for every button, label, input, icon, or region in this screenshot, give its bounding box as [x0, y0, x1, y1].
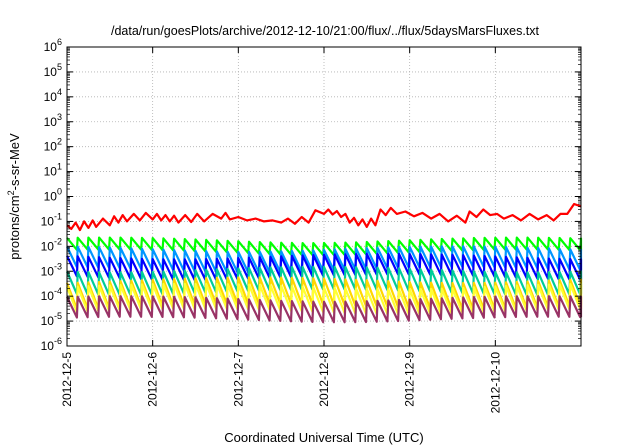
y-tick-label: 106 — [44, 37, 62, 54]
series-line — [66, 202, 582, 232]
y-tick-label-exponent: -1 — [54, 211, 62, 221]
y-tick-label-exponent: -6 — [54, 336, 62, 346]
y-tick-label-base: 10 — [41, 214, 55, 228]
y-tick-label-base: 10 — [41, 339, 55, 353]
y-tick-label-exponent: 6 — [57, 37, 62, 47]
x-tick-label: 2012-12-6 — [146, 352, 160, 407]
series-line — [65, 265, 583, 296]
y-tick-label: 10-2 — [41, 236, 62, 253]
y-tick-label: 10-4 — [41, 286, 62, 303]
series-line — [66, 236, 583, 257]
x-axis-label: Coordinated Universal Time (UTC) — [224, 430, 423, 445]
series-layer — [65, 202, 583, 324]
y-tick-label-exponent: 1 — [57, 162, 62, 172]
y-tick-label-base: 10 — [44, 140, 58, 154]
y-tick-label-base: 10 — [44, 65, 58, 79]
y-tick-label-base: 10 — [41, 239, 55, 253]
y-tick-label-base: 10 — [41, 314, 55, 328]
y-tick-label: 104 — [44, 87, 62, 104]
y-tick-label: 105 — [44, 62, 62, 79]
series-line — [66, 252, 583, 281]
y-tick-label-base: 10 — [44, 90, 58, 104]
x-tick-label: 2012-12-5 — [60, 352, 74, 407]
y-tick-label-base: 10 — [41, 289, 55, 303]
y-tick-label: 100 — [44, 187, 62, 204]
y-tick-label-exponent: -3 — [54, 261, 62, 271]
axis-ticks — [66, 46, 581, 347]
y-tick-label-exponent: -4 — [54, 286, 62, 296]
y-axis-label-superscript: 2 — [6, 190, 16, 195]
y-tick-label-exponent: -5 — [54, 311, 62, 321]
y-tick-label-exponent: 0 — [57, 187, 62, 197]
y-tick-label-base: 10 — [41, 264, 55, 278]
y-tick-label: 10-3 — [41, 261, 62, 278]
y-tick-label: 10-5 — [41, 311, 62, 328]
y-tick-label: 102 — [44, 137, 62, 154]
series-line — [65, 282, 583, 316]
x-tick-label: 2012-12-9 — [403, 352, 417, 407]
y-tick-label: 103 — [44, 112, 62, 129]
y-tick-label-exponent: -2 — [54, 236, 62, 246]
y-axis-label-rest: -s-sr-MeV — [7, 133, 22, 190]
y-tick-label-base: 10 — [44, 115, 58, 129]
x-tick-labels: 2012-12-5 2012-12-6 2012-12-7 2012-12-8 2012… — [60, 352, 502, 414]
y-tick-label-exponent: 3 — [57, 112, 62, 122]
y-tick-labels: 10-610-510-410-310-210-11001011021031041… — [41, 37, 62, 353]
y-tick-label-base: 10 — [44, 190, 58, 204]
x-tick-label: 2012-12-10 — [488, 352, 502, 414]
y-tick-label: 10-6 — [41, 336, 62, 353]
y-tick-label: 101 — [44, 162, 62, 179]
series-line — [66, 295, 583, 324]
y-tick-label-exponent: 4 — [57, 87, 62, 97]
y-tick-label-exponent: 2 — [57, 137, 62, 147]
series-line — [66, 245, 583, 274]
y-tick-label: 10-1 — [41, 211, 62, 228]
x-tick-label: 2012-12-8 — [317, 352, 331, 407]
y-axis-label-main: protons/cm — [7, 195, 22, 259]
x-tick-label: 2012-12-7 — [231, 352, 245, 407]
y-axis-label: protons/cm2-s-sr-MeV — [6, 133, 22, 260]
y-tick-label-exponent: 5 — [57, 62, 62, 72]
y-tick-label-base: 10 — [44, 40, 58, 54]
chart-title: /data/run/goesPlots/archive/2012-12-10/2… — [111, 24, 540, 38]
y-tick-label-base: 10 — [44, 165, 58, 179]
